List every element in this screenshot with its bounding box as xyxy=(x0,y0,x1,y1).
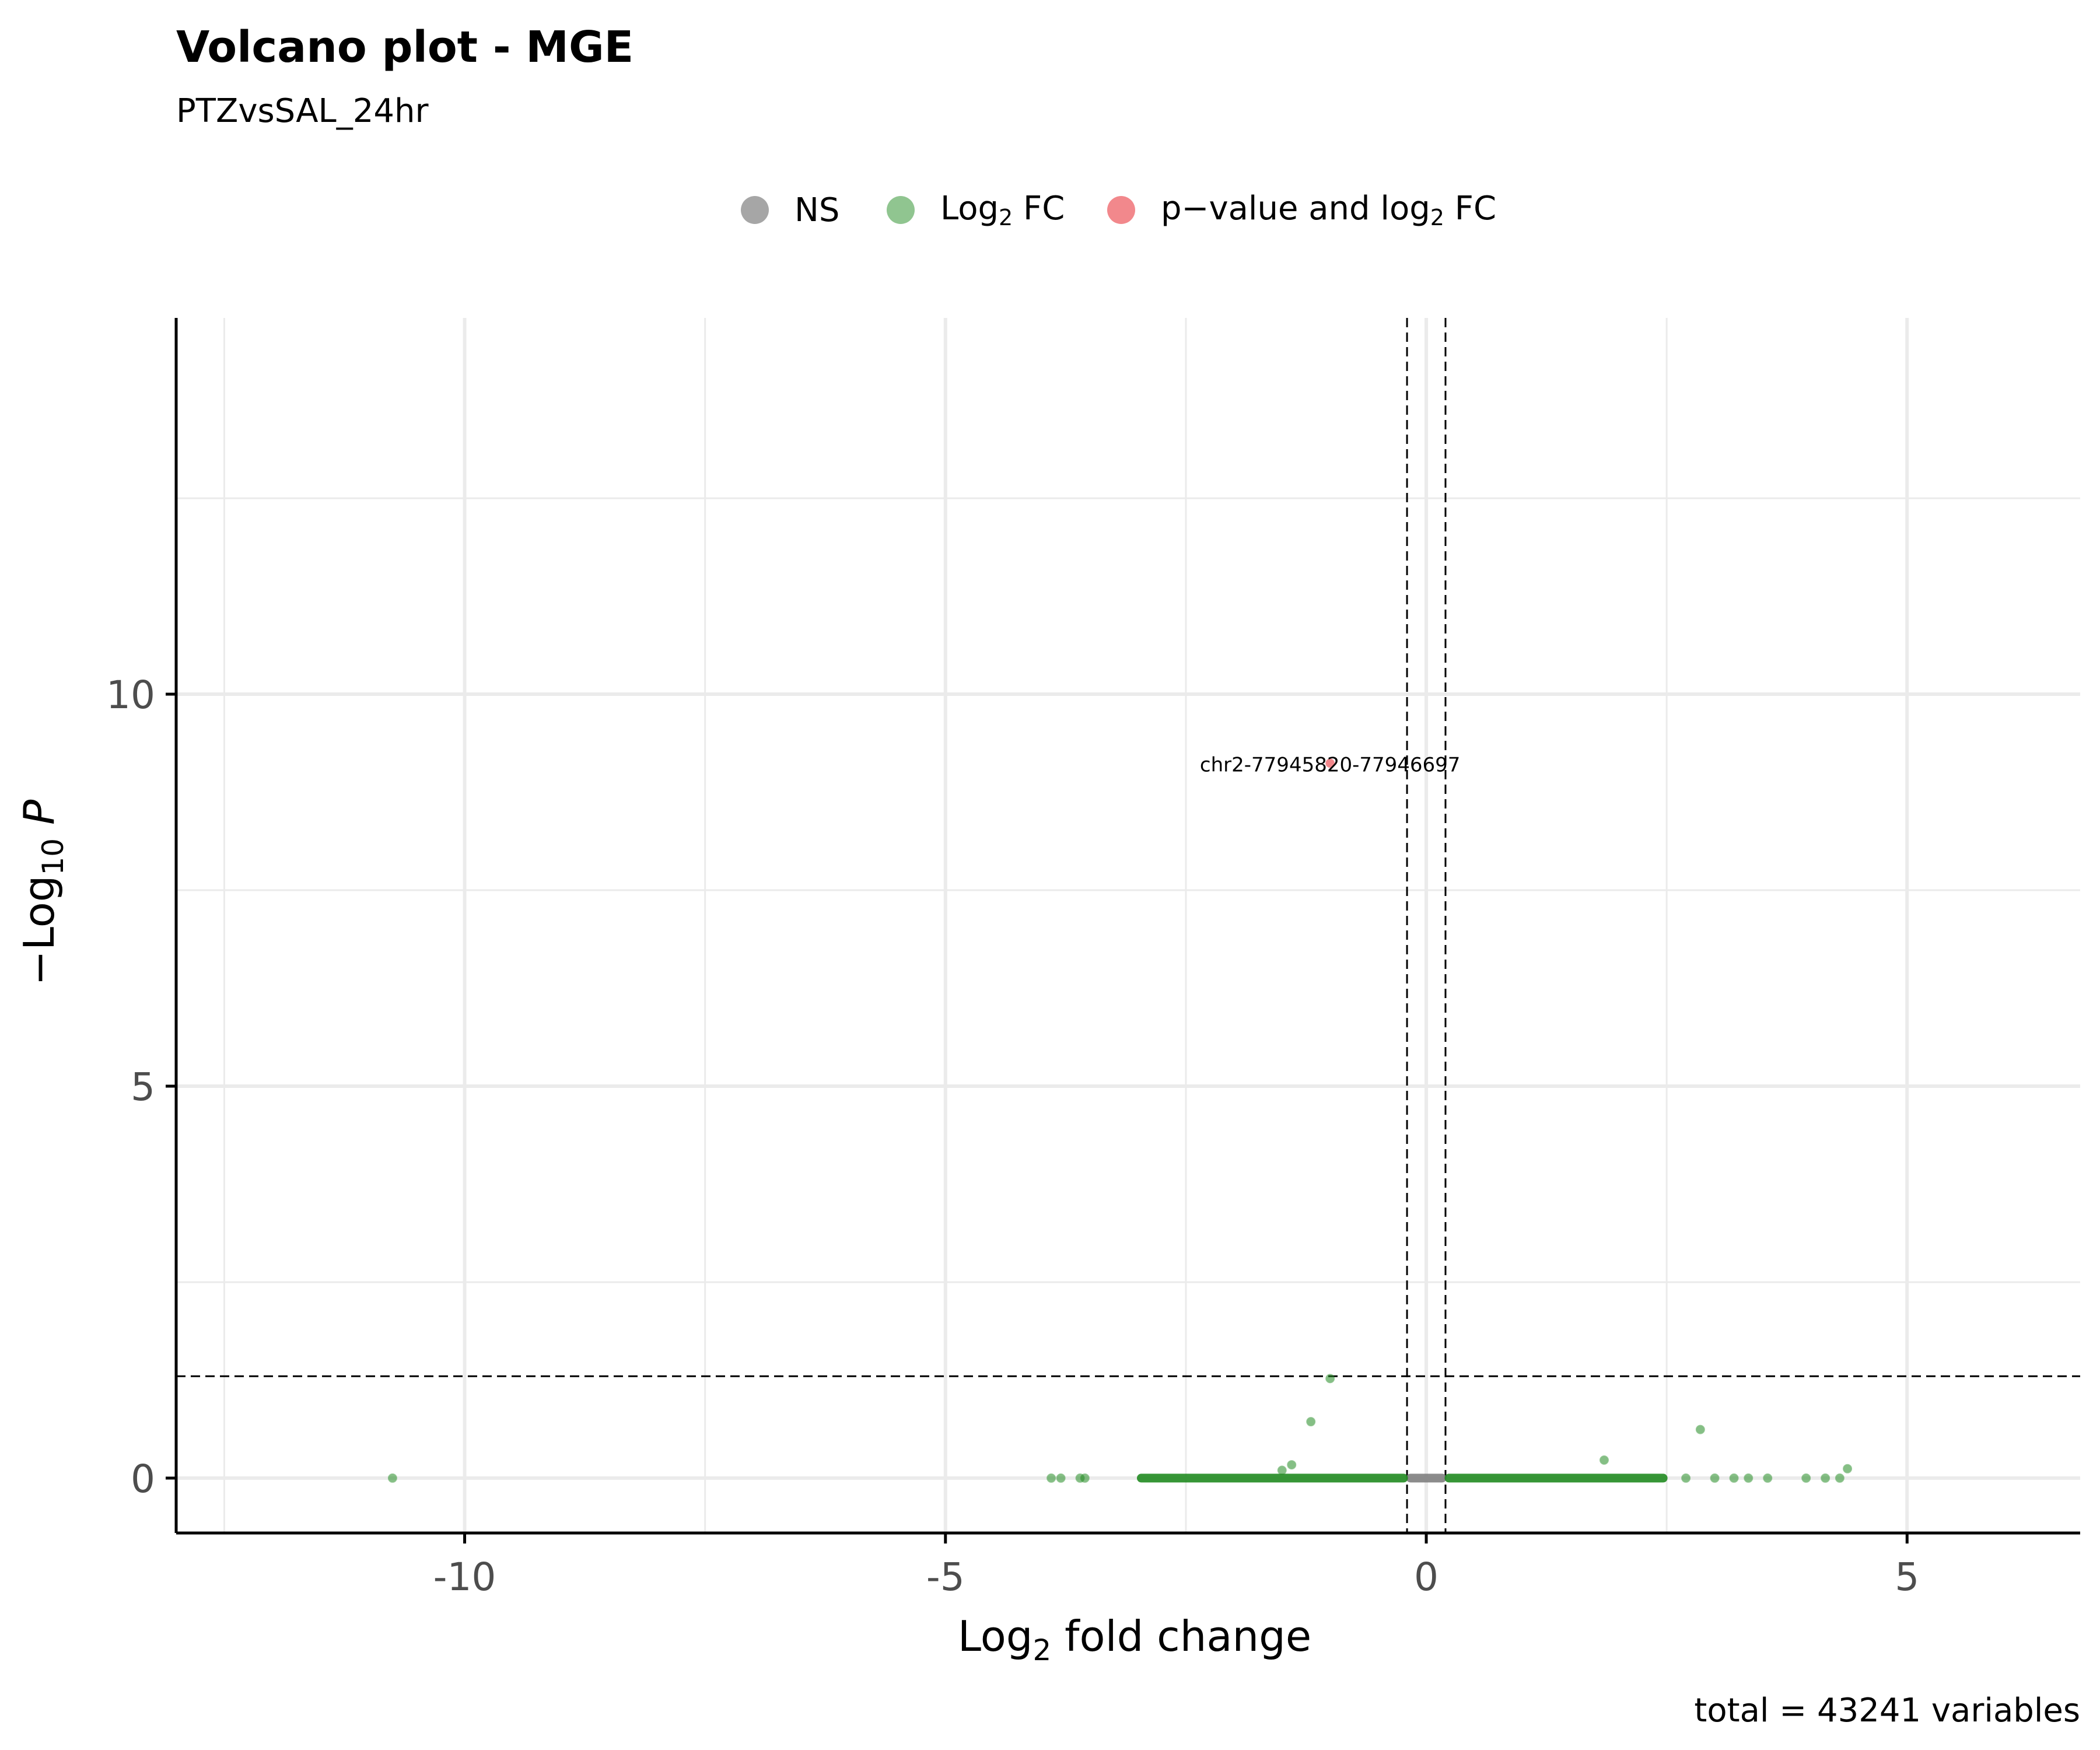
y-axis-label: −Log10 P xyxy=(15,799,70,985)
data-point xyxy=(1835,1473,1845,1483)
data-point xyxy=(1801,1473,1811,1483)
data-point xyxy=(1763,1473,1773,1483)
legend: NS Log2 FC p−value and log2 FC xyxy=(0,187,2100,233)
data-point xyxy=(387,1473,397,1483)
y-tick-label: 5 xyxy=(131,1065,155,1110)
x-tick-label: -10 xyxy=(433,1555,496,1600)
legend-label-pvalue-log2fc: p−value and log2 FC xyxy=(1161,190,1497,230)
data-point xyxy=(1306,1417,1316,1427)
grid xyxy=(176,318,2080,1533)
y-tick-label: 10 xyxy=(106,673,155,718)
legend-key-pvalue-log2fc xyxy=(1107,196,1135,224)
data-point xyxy=(1729,1473,1739,1483)
chart-subtitle: PTZvsSAL_24hr xyxy=(176,92,429,130)
x-tick-label: 5 xyxy=(1895,1555,1919,1600)
point-label: chr2-77945820-77946697 xyxy=(1200,753,1461,776)
chart-title: Volcano plot - MGE xyxy=(176,22,634,72)
data-point xyxy=(1277,1465,1287,1475)
threshold-lines xyxy=(176,318,2080,1533)
legend-label-log2fc: Log2 FC xyxy=(940,190,1065,230)
data-point xyxy=(1080,1473,1090,1483)
legend-key-ns xyxy=(741,196,769,224)
legend-label-ns: NS xyxy=(794,191,840,229)
caption-total: total = 43241 variables xyxy=(1694,1692,2080,1730)
data-point xyxy=(1843,1464,1853,1474)
legend-item-pvalue-log2fc: p−value and log2 FC xyxy=(1107,187,1496,233)
x-tick-label: -5 xyxy=(926,1555,965,1600)
data-point xyxy=(1681,1473,1691,1483)
x-axis-label: Log2 fold change xyxy=(958,1612,1311,1667)
data-point xyxy=(1325,1374,1335,1384)
data-point xyxy=(1744,1473,1754,1483)
data-point xyxy=(1325,758,1335,768)
data-point xyxy=(1287,1460,1297,1470)
legend-key-log2fc xyxy=(887,196,915,224)
y-tick-label: 0 xyxy=(131,1457,155,1502)
data-point xyxy=(1600,1455,1609,1465)
legend-item-ns: NS xyxy=(741,187,839,233)
data-points xyxy=(387,758,1853,1483)
data-point xyxy=(1056,1473,1066,1483)
data-point xyxy=(1695,1424,1705,1434)
legend-item-log2fc: Log2 FC xyxy=(887,187,1065,233)
data-point xyxy=(1821,1473,1831,1483)
axes: -10 -5 0 5 0 5 10 xyxy=(106,318,2080,1600)
data-point xyxy=(1046,1473,1056,1483)
x-tick-label: 0 xyxy=(1414,1555,1438,1600)
data-point xyxy=(1710,1473,1720,1483)
point-labels: chr2-77945820-77946697 xyxy=(1200,753,1461,776)
